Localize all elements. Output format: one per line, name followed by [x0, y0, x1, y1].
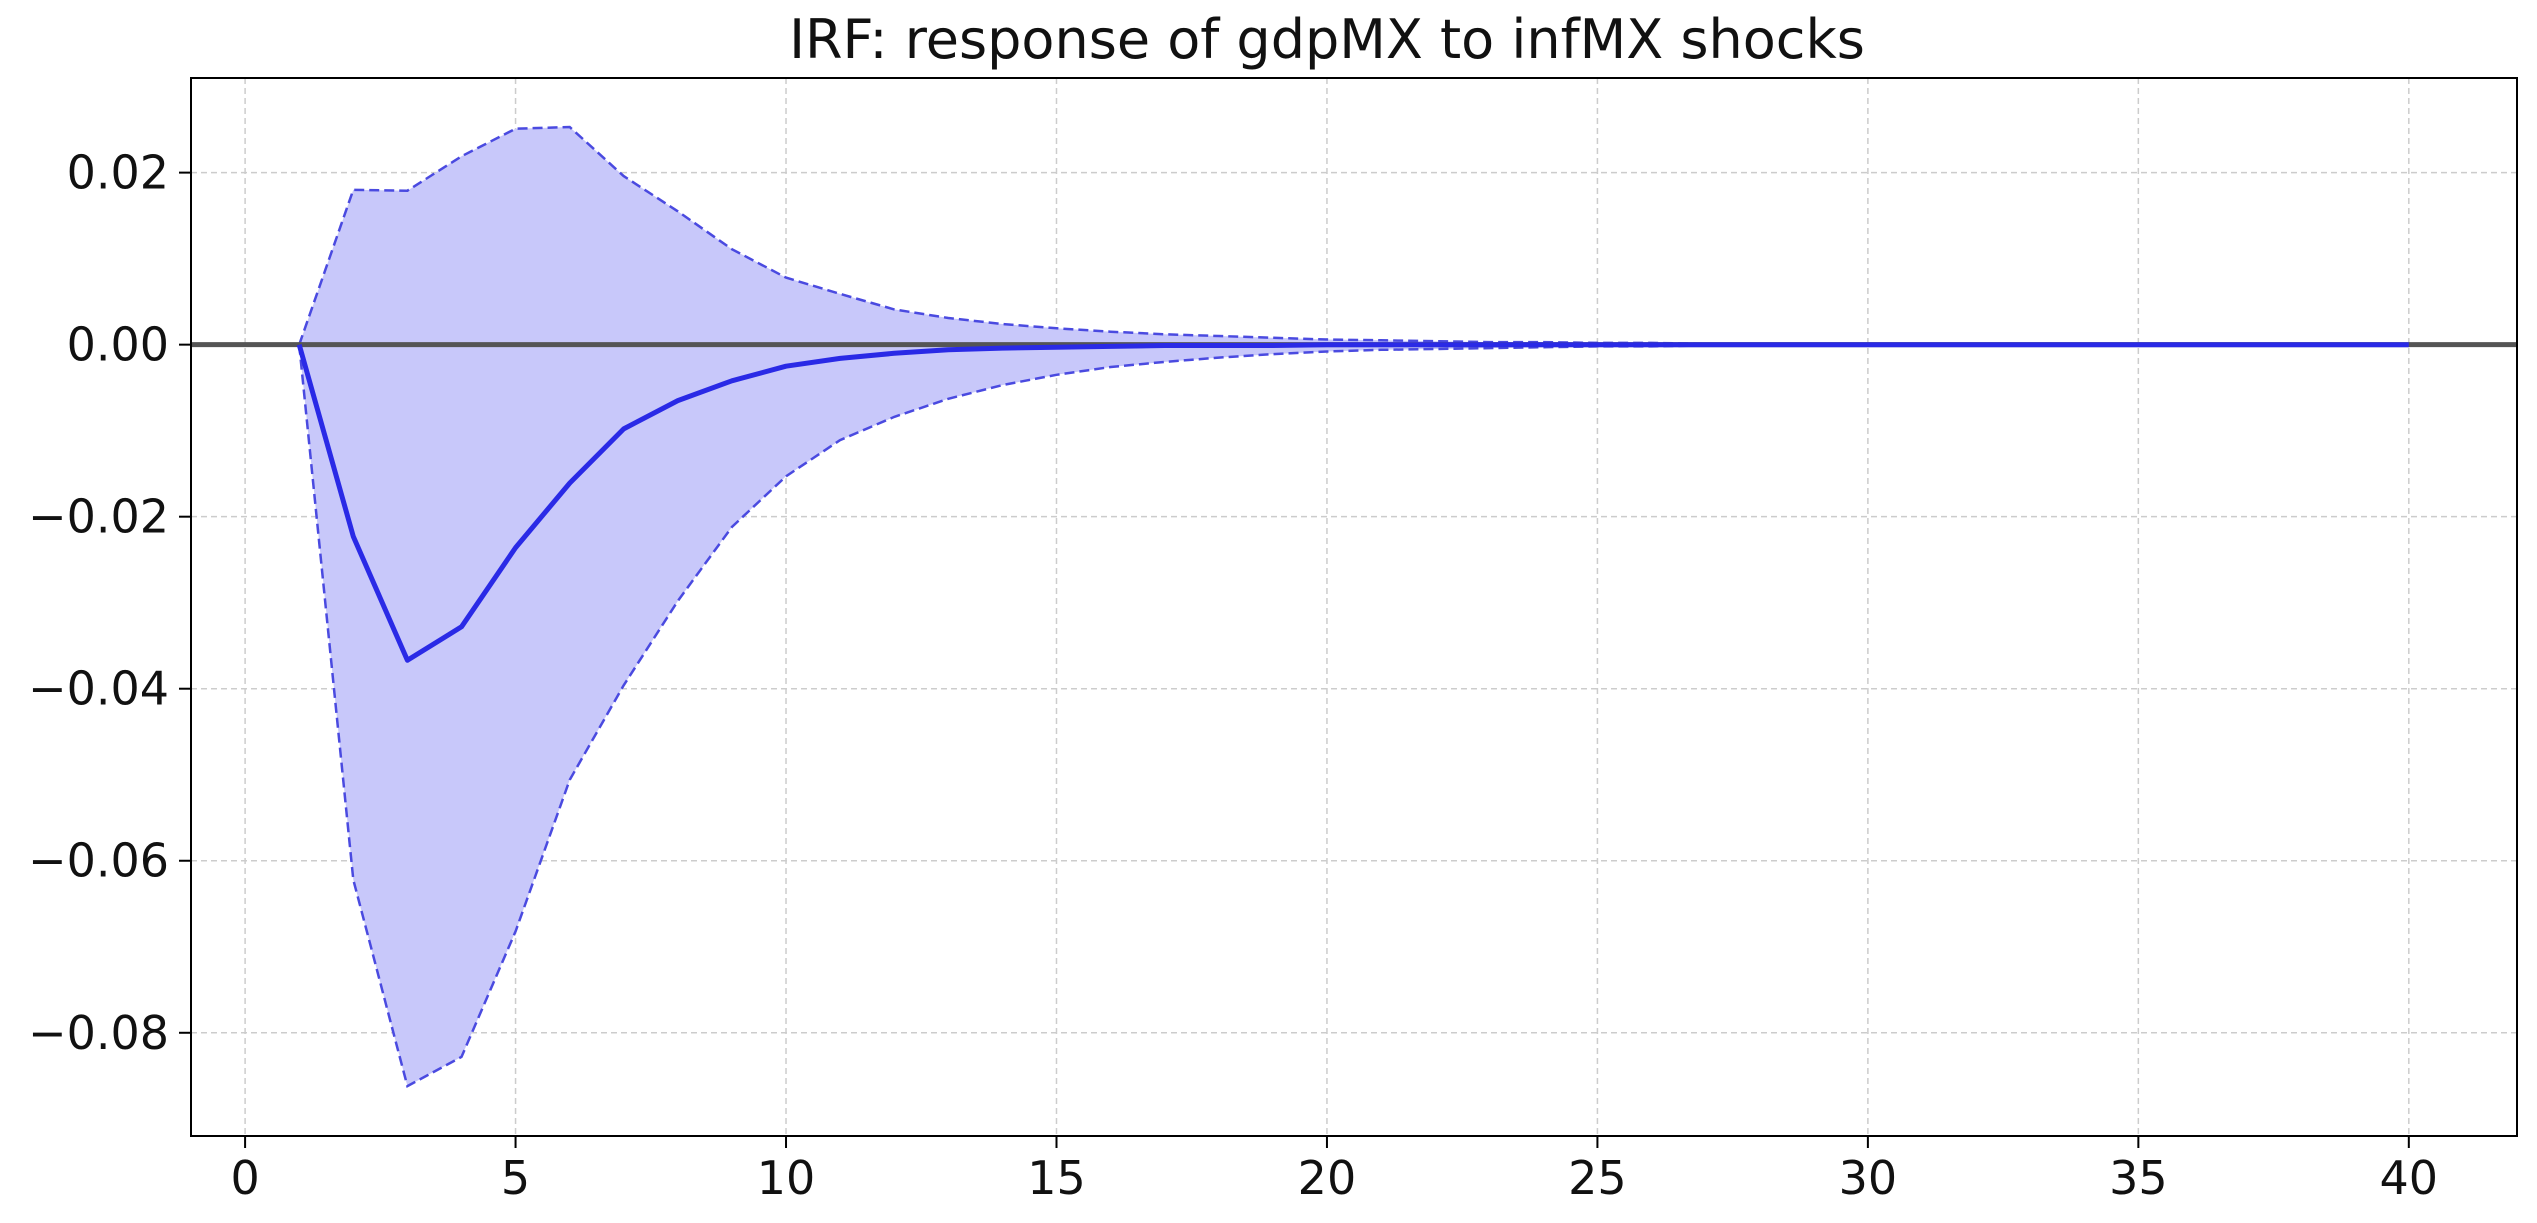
confidence-band — [299, 127, 2409, 1087]
x-tick-label: 35 — [2109, 1151, 2168, 1205]
x-tick-label: 40 — [2380, 1151, 2439, 1205]
x-tick-label: 15 — [1027, 1151, 1086, 1205]
y-tick-label: −0.08 — [28, 1006, 169, 1060]
y-tick-label: −0.02 — [28, 490, 169, 544]
y-tick-label: 0.02 — [67, 146, 169, 200]
x-tick-label: 0 — [230, 1151, 259, 1205]
x-tick-label: 25 — [1568, 1151, 1627, 1205]
x-axis: 0 5 10 15 20 25 30 35 40 — [230, 1136, 2438, 1205]
y-tick-label: −0.04 — [28, 662, 169, 716]
irf-line — [296, 342, 2409, 663]
chart-title: IRF: response of gdpMX to infMX shocks — [789, 8, 1865, 71]
y-tick-label: −0.06 — [28, 834, 169, 888]
plot-frame — [190, 77, 2518, 1137]
x-tick-label: 30 — [1839, 1151, 1898, 1205]
y-tick-label: 0.00 — [67, 318, 169, 372]
x-tick-label: 5 — [501, 1151, 530, 1205]
x-tick-label: 10 — [757, 1151, 816, 1205]
x-tick-label: 20 — [1298, 1151, 1357, 1205]
y-axis: 0.02 0.00 −0.02 −0.04 −0.06 −0.08 — [28, 146, 191, 1060]
